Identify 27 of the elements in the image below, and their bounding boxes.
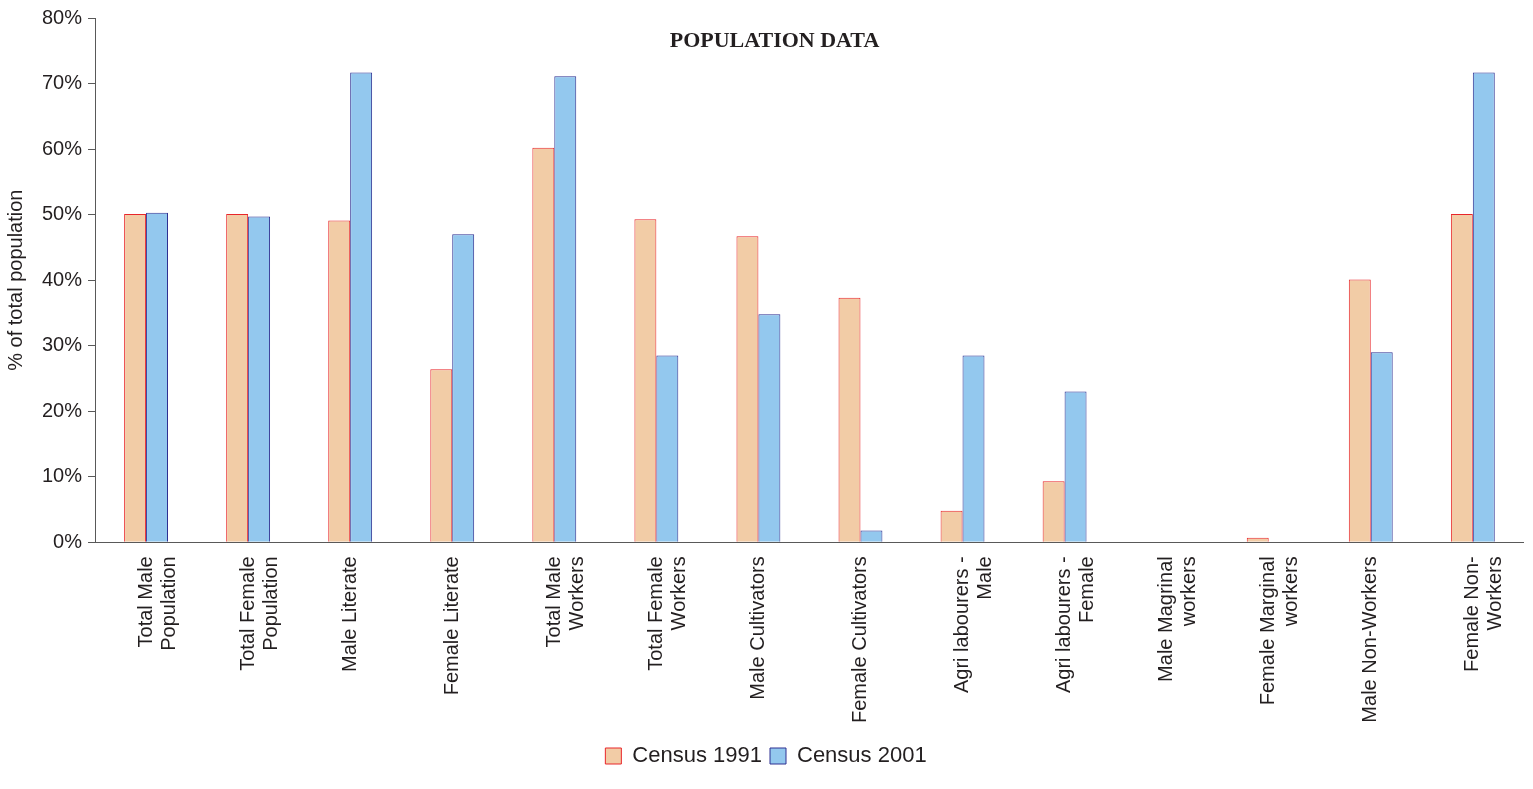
x-tick-label: Male Non-Workers	[1358, 556, 1381, 723]
x-tick-label: Total Female Workers	[643, 556, 689, 671]
y-tick-label: 40%	[42, 267, 83, 290]
y-tick-label: 70%	[42, 71, 83, 94]
x-tick-label: Male Magrinal workers	[1154, 556, 1200, 682]
chart-title: POPULATION DATA	[669, 26, 880, 52]
x-tick-label: Total Female Population	[235, 556, 281, 671]
y-tick-label: 10%	[42, 464, 83, 487]
x-tick-label: Female Cultivators	[847, 556, 870, 723]
x-tick-label: Male Cultivators	[745, 556, 768, 700]
y-tick-label: 30%	[42, 333, 83, 356]
x-tick-label: Total Male Population	[133, 556, 179, 651]
y-tick-label: 80%	[42, 5, 83, 28]
y-tick-label: 20%	[42, 398, 83, 421]
x-tick-label: Agri labourers - Male	[950, 556, 996, 693]
x-tick-label: Female Non-Workers	[1460, 556, 1506, 672]
legend-label: Census 2001	[797, 742, 927, 768]
x-tick-label: Male Literate	[337, 556, 360, 672]
x-tick-label: Female Marginal workers	[1256, 556, 1302, 706]
y-tick-label: 60%	[42, 136, 83, 159]
x-tick-label: Female Literate	[439, 556, 462, 696]
y-tick-label: 0%	[53, 529, 83, 552]
y-tick-label: 50%	[42, 202, 83, 225]
x-tick-label: Agri labourers - Female	[1052, 556, 1098, 693]
y-axis-title: % of total population	[3, 189, 26, 371]
legend-label: Census 1991	[632, 742, 763, 768]
x-tick-label: Total Male Workers	[541, 556, 587, 648]
